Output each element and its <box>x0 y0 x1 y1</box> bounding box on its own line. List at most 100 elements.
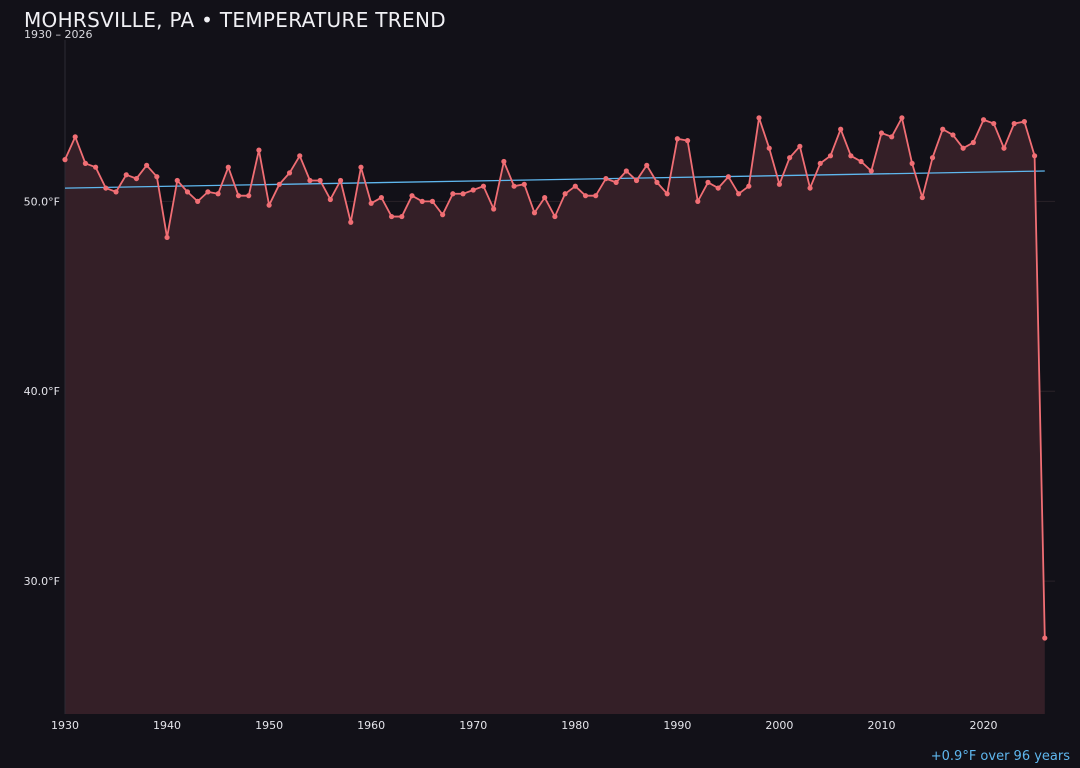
data-point-1992 <box>695 198 701 204</box>
data-point-1931 <box>72 134 78 140</box>
data-point-2005 <box>827 153 834 159</box>
x-tick-label: 1950 <box>255 719 283 732</box>
data-point-2006 <box>838 126 844 132</box>
data-point-1930 <box>62 157 68 163</box>
data-point-1996 <box>736 191 742 197</box>
data-point-2024 <box>1021 119 1027 125</box>
data-point-1953 <box>297 153 303 159</box>
data-point-1984 <box>613 179 619 185</box>
data-point-2025 <box>1031 153 1038 159</box>
data-point-1975 <box>521 181 527 187</box>
data-point-2014 <box>919 194 925 201</box>
data-point-1941 <box>174 177 180 184</box>
data-point-1955 <box>317 177 323 184</box>
data-point-2001 <box>787 155 793 161</box>
x-tick-label: 2000 <box>765 719 793 732</box>
data-point-2023 <box>1011 120 1017 127</box>
data-point-2011 <box>889 134 895 140</box>
x-tick-label: 1940 <box>153 719 181 732</box>
data-point-1972 <box>491 206 497 212</box>
data-point-1964 <box>409 193 415 199</box>
data-point-1961 <box>378 194 384 201</box>
data-point-1981 <box>582 193 589 199</box>
x-tick-label: 2020 <box>970 719 998 732</box>
data-point-1940 <box>164 234 170 241</box>
data-point-2020 <box>980 117 987 123</box>
data-point-1963 <box>399 213 405 220</box>
data-point-1958 <box>348 219 354 225</box>
temperature-points <box>62 115 1048 641</box>
data-point-1969 <box>460 191 466 197</box>
data-point-1994 <box>715 185 721 191</box>
data-point-1976 <box>531 210 538 216</box>
data-point-1935 <box>113 189 119 195</box>
data-point-1965 <box>419 198 425 204</box>
data-point-1951 <box>276 181 282 187</box>
data-point-2013 <box>909 160 915 167</box>
data-point-1997 <box>746 183 752 189</box>
x-tick-labels: 1930 1940 1950 1960 1970 1980 1990 2000 2010 2020 <box>51 719 998 732</box>
data-point-1974 <box>511 183 517 189</box>
chart-subtitle: 1930 – 2026 <box>24 28 93 41</box>
data-point-2012 <box>899 115 905 121</box>
data-point-1948 <box>246 193 252 199</box>
data-point-1998 <box>756 115 762 121</box>
data-point-1966 <box>429 198 436 204</box>
data-point-2015 <box>929 155 936 161</box>
data-point-1957 <box>337 177 344 184</box>
y-tick-label: 40.0°F <box>24 385 60 398</box>
data-point-2004 <box>817 160 823 167</box>
data-point-1980 <box>572 183 578 189</box>
trend-summary: +0.9°F over 96 years <box>930 749 1070 764</box>
data-point-1977 <box>542 194 548 201</box>
trend-line-group <box>64 170 1045 189</box>
data-point-2019 <box>970 139 976 146</box>
data-point-1971 <box>480 183 487 189</box>
data-point-1944 <box>205 189 211 195</box>
data-point-1933 <box>93 164 99 170</box>
x-tick-label: 1980 <box>561 719 589 732</box>
data-point-1956 <box>327 196 333 203</box>
data-point-1945 <box>215 191 221 197</box>
y-tick-label: 30.0°F <box>24 575 60 588</box>
y-tick-labels: 30.0°F 40.0°F 50.0°F <box>24 195 60 588</box>
data-point-1982 <box>593 193 599 199</box>
data-point-2017 <box>950 132 956 138</box>
data-point-1990 <box>674 136 680 142</box>
data-point-1954 <box>307 177 313 184</box>
temperature-area-fill <box>65 117 1045 714</box>
data-point-1987 <box>644 162 650 168</box>
data-point-2021 <box>991 120 997 127</box>
x-tick-label: 2010 <box>867 719 895 732</box>
data-point-2018 <box>960 145 966 151</box>
data-point-2007 <box>848 153 854 159</box>
data-point-1932 <box>82 160 89 167</box>
data-point-1991 <box>684 138 691 144</box>
x-tick-label: 1960 <box>357 719 385 732</box>
chart-title: MOHRSVILLE, PA • TEMPERATURE TREND <box>24 8 446 32</box>
x-tick-label: 1930 <box>51 719 79 732</box>
data-point-1983 <box>603 175 609 182</box>
y-tick-label: 50.0°F <box>24 195 60 208</box>
trend-line <box>64 170 1045 189</box>
data-point-1999 <box>766 145 772 151</box>
data-point-1988 <box>654 179 660 185</box>
data-point-2022 <box>1001 145 1007 151</box>
data-point-1970 <box>470 187 476 193</box>
data-point-1952 <box>286 170 293 176</box>
data-point-1939 <box>154 174 160 180</box>
data-point-1934 <box>103 185 109 191</box>
data-point-2010 <box>878 130 885 136</box>
data-point-2016 <box>940 126 946 132</box>
data-point-1959 <box>358 164 364 170</box>
data-point-1978 <box>552 213 558 220</box>
data-point-1949 <box>256 147 262 153</box>
data-point-2000 <box>776 181 783 187</box>
data-point-1938 <box>144 162 150 168</box>
data-point-1946 <box>225 164 231 170</box>
data-point-1943 <box>195 198 201 204</box>
data-point-2003 <box>807 185 813 191</box>
data-point-1989 <box>664 191 670 197</box>
data-point-1942 <box>184 189 191 195</box>
data-point-1973 <box>501 158 507 165</box>
